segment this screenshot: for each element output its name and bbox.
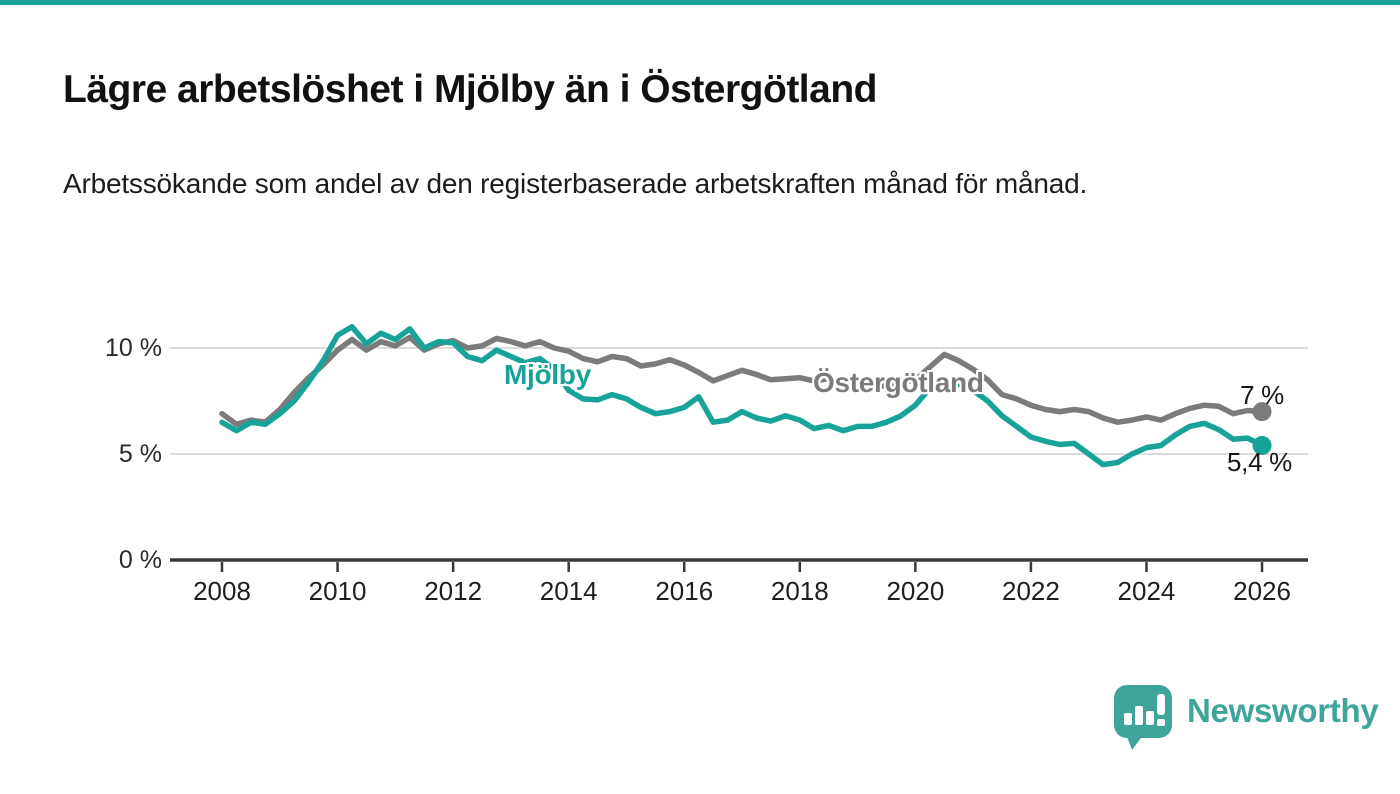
end-value-label-mjolby: 5,4 % (1227, 447, 1292, 477)
page-title: Lägre arbetslöshet i Mjölby än i Östergö… (63, 68, 877, 111)
x-axis-tick-label: 2016 (655, 576, 714, 606)
newsworthy-wordmark: Newsworthy (1187, 692, 1379, 729)
x-axis-tick-label: 2012 (424, 576, 483, 606)
end-value-label-ostergotland: 7 % (1240, 380, 1284, 410)
x-axis-tick-label: 2022 (1001, 576, 1060, 606)
y-axis-tick-label-10: 10 % (105, 334, 162, 362)
x-axis-tick-label: 2024 (1117, 576, 1176, 606)
x-axis-tick-label: 2020 (886, 576, 945, 606)
x-axis-tick-label: 2018 (770, 576, 829, 606)
top-accent-bar (0, 0, 1400, 5)
series-end-dot-ostergotland (1252, 402, 1272, 422)
newsworthy-speech-bubble-chart-icon (1114, 685, 1172, 750)
series-line-mjolby (219, 324, 1265, 468)
series-label-mjolby: Mjölby (504, 359, 591, 390)
x-axis-tick-label: 2026 (1233, 576, 1291, 606)
series-line-ostergotland (219, 334, 1265, 428)
x-axis-tick-label: 2014 (539, 576, 598, 606)
x-axis-tick-label: 2008 (193, 576, 251, 606)
y-axis-tick-label-5: 5 % (118, 440, 162, 468)
series-label-ostergotland: Östergötland (813, 367, 984, 398)
series-end-dot-mjolby (1252, 436, 1272, 456)
y-axis-tick-label-0: 0 % (118, 546, 162, 574)
newsworthy-logo: Newsworthy (1113, 684, 1379, 752)
page-subtitle: Arbetssökande som andel av den registerb… (63, 168, 1088, 199)
x-axis-tick-label: 2010 (308, 576, 367, 606)
